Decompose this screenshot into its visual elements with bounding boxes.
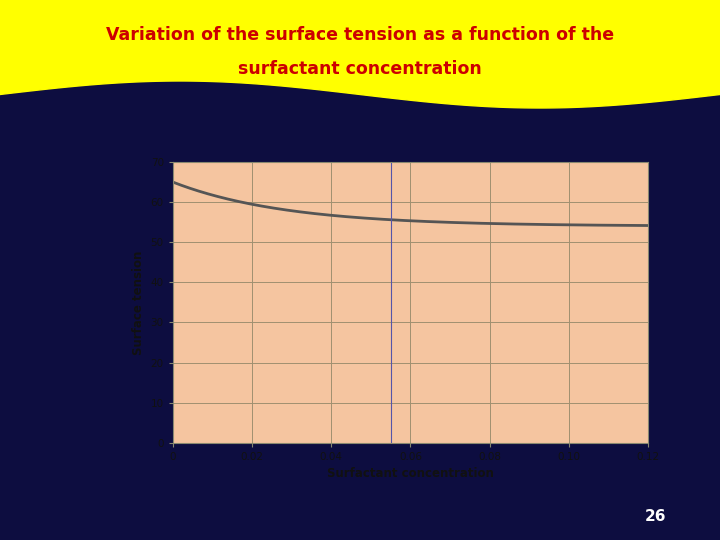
Text: 26: 26 <box>644 509 666 524</box>
Text: Variation of the surface tension as a function of the: Variation of the surface tension as a fu… <box>106 26 614 44</box>
Polygon shape <box>0 0 720 108</box>
X-axis label: Surfactant concentration: Surfactant concentration <box>327 468 494 481</box>
Y-axis label: Surface tension: Surface tension <box>132 250 145 355</box>
Text: surfactant concentration: surfactant concentration <box>238 60 482 78</box>
